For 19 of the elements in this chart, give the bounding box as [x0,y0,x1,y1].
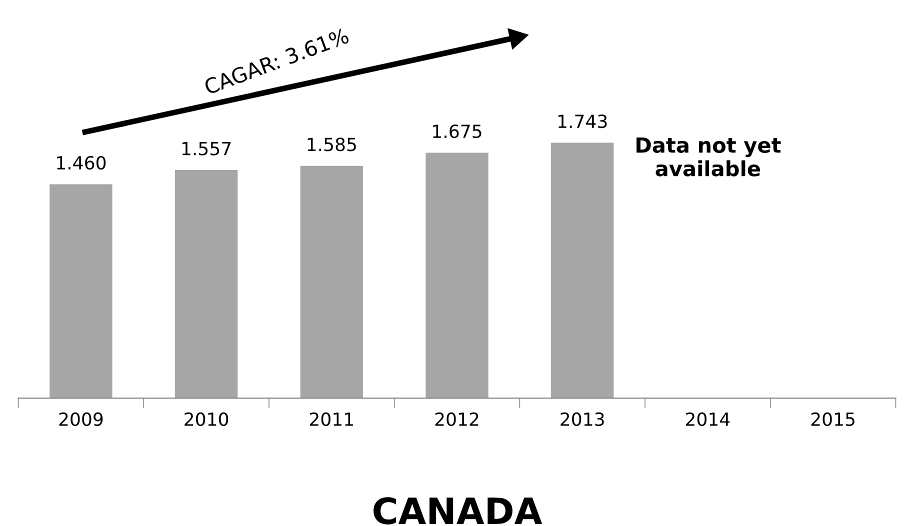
data-label: 1.460 [57,156,106,170]
data-label: 1.557 [182,142,231,156]
text: CANADA [374,497,542,524]
annotation: Data not yet available [636,137,781,176]
data-label: 1.585 [308,138,356,152]
bar [426,152,488,398]
x-tick-label: 2014 [686,412,730,426]
data-label: 1.675 [433,124,482,138]
x-tick-label: 2015 [811,412,854,426]
bar [300,166,363,398]
x-tick-label: 2011 [310,412,353,426]
bar [551,142,614,398]
x-tick-label: 2010 [184,412,228,426]
x-tick-label: 2013 [560,412,604,426]
bar [174,170,238,398]
bar [50,184,112,398]
data-label: 1.743 [558,114,607,128]
x-tick-label: 2009 [59,412,103,426]
x-tick-label: 2012 [435,412,478,426]
